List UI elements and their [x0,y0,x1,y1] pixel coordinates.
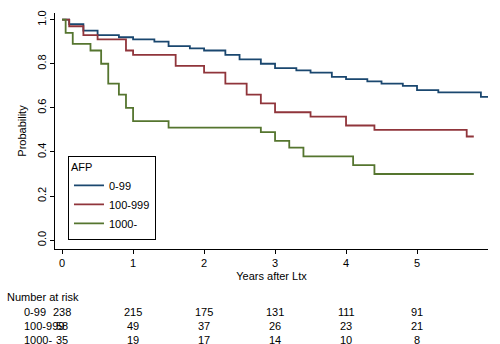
svg-text:37: 37 [198,320,210,332]
svg-text:100-999: 100-999 [24,320,64,332]
svg-text:17: 17 [198,334,210,344]
svg-text:4: 4 [343,257,349,269]
svg-text:3: 3 [272,257,278,269]
svg-text:21: 21 [411,320,423,332]
svg-text:Number at risk: Number at risk [7,291,79,303]
svg-text:0.8: 0.8 [36,54,48,69]
svg-text:58: 58 [56,320,68,332]
svg-text:23: 23 [340,320,352,332]
svg-text:1000-: 1000- [109,218,137,230]
svg-text:0-99: 0-99 [24,306,46,318]
svg-text:19: 19 [127,334,139,344]
svg-text:175: 175 [195,306,213,318]
svg-text:91: 91 [411,306,423,318]
svg-text:8: 8 [414,334,420,344]
svg-text:0.2: 0.2 [36,187,48,202]
svg-text:Probability: Probability [16,105,28,157]
svg-text:5: 5 [414,257,420,269]
svg-text:AFP: AFP [71,161,92,173]
svg-text:0.4: 0.4 [36,143,48,158]
svg-text:131: 131 [266,306,284,318]
svg-text:0-99: 0-99 [109,180,131,192]
svg-text:49: 49 [127,320,139,332]
svg-text:111: 111 [338,306,355,318]
svg-text:35: 35 [56,334,68,344]
svg-text:1000-: 1000- [24,334,52,344]
svg-text:1: 1 [130,257,136,269]
svg-text:0.6: 0.6 [36,99,48,114]
svg-text:2: 2 [201,257,207,269]
svg-text:0.0: 0.0 [36,231,48,246]
svg-text:1.0: 1.0 [36,10,48,25]
svg-text:10: 10 [340,334,352,344]
svg-text:215: 215 [124,306,142,318]
svg-text:26: 26 [269,320,281,332]
svg-text:Years after Ltx: Years after Ltx [236,270,307,282]
svg-text:100-999: 100-999 [109,199,149,211]
svg-text:0: 0 [59,257,65,269]
svg-text:238: 238 [53,306,71,318]
svg-text:14: 14 [269,334,281,344]
